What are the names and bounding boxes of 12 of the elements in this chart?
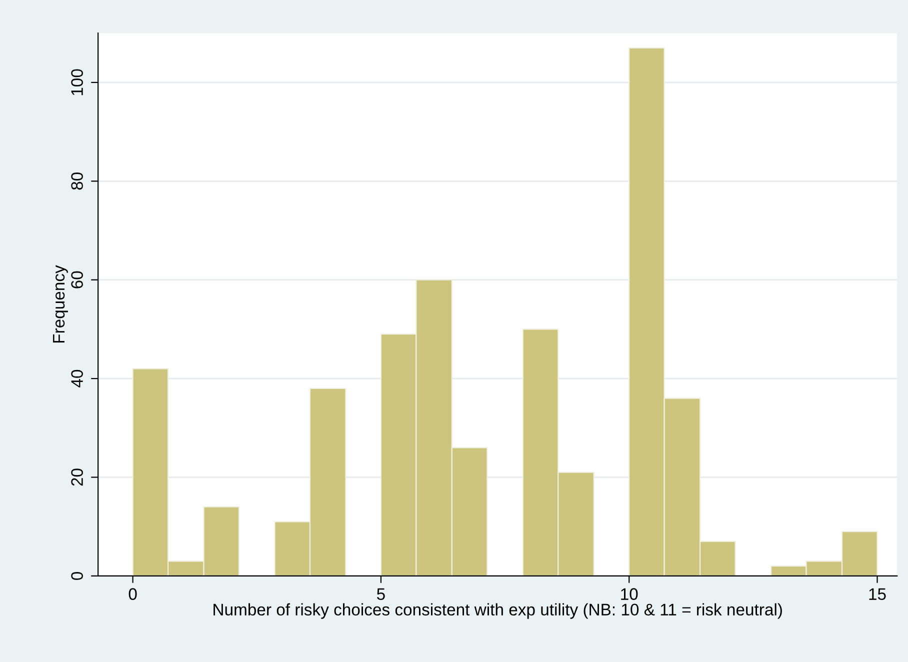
y-axis-title: Frequency [53,265,68,343]
x-tick-label: 10 [621,588,638,600]
x-tick-label: 15 [869,588,886,600]
y-tick-label: 40 [71,370,83,388]
y-tick-label: 20 [71,468,83,486]
y-tick-label: 0 [71,572,83,580]
x-tick-label: 5 [376,588,385,600]
y-tick-label: 100 [71,69,83,96]
y-tick-label: 80 [71,172,83,190]
y-tick-label: 60 [71,271,83,288]
x-tick-label: 0 [128,588,137,600]
x-axis-title: Number of risky choices consistent with exp utility (NB: 10 & 11 = risk neutral) [214,603,782,619]
